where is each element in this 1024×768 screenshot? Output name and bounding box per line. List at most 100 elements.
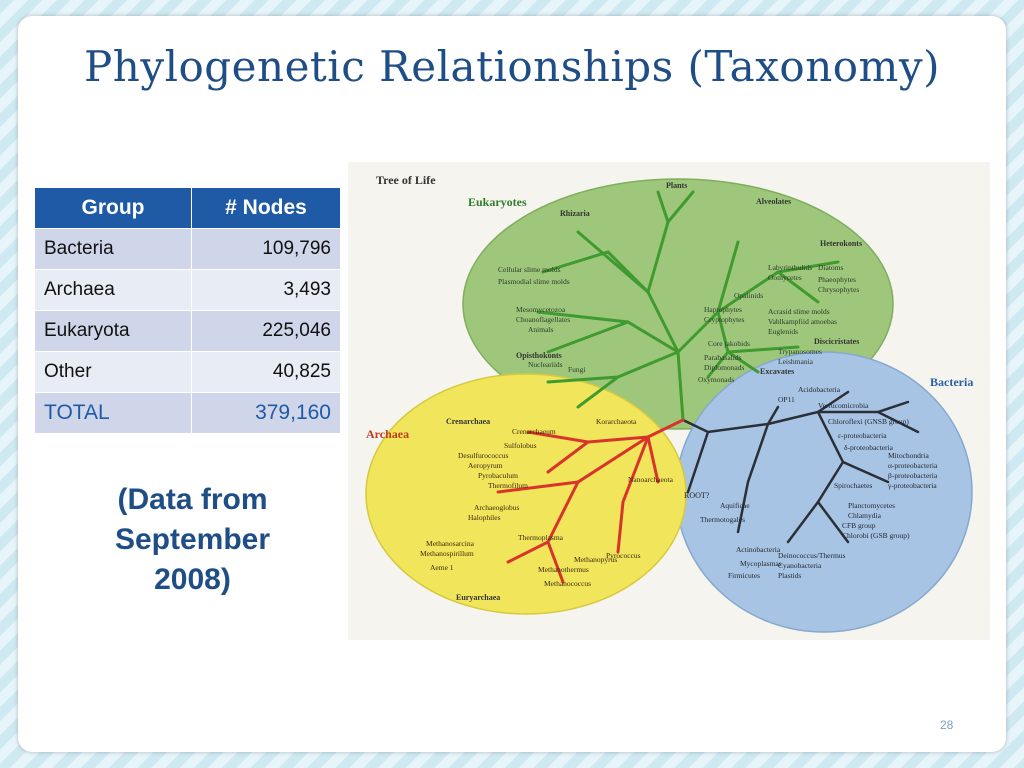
leaf-label: Pyrococcus [606, 551, 641, 560]
leaf-label: Oomycetes [768, 273, 802, 282]
group-label-root: ROOT? [684, 491, 710, 500]
leaf-label: Parabasalids [704, 353, 742, 362]
leaf-label: Vahlkampfiid amoebas [768, 317, 837, 326]
archaea-leaf-labels: Crenarchaeum Sulfolobus Desulfurococcus … [420, 417, 674, 588]
leaf-label: Phaeophytes [818, 275, 856, 284]
header-group: Group [34, 187, 192, 229]
leaf-label: Crenarchaeum [512, 427, 556, 436]
archaea-branches [496, 418, 685, 584]
bacteria-branches [681, 390, 920, 544]
leaf-label: Cyanobacteria [778, 561, 822, 570]
group-cell: Eukaryota [34, 310, 192, 352]
archaea-label: Archaea [366, 427, 409, 441]
leaf-label: Methanosarcina [426, 539, 475, 548]
leaf-label: Mycoplasmas [740, 559, 782, 568]
leaf-label: Thermotogales [700, 515, 745, 524]
eukaryotes-label: Eukaryotes [468, 195, 527, 209]
leaf-label: β-proteobacteria [888, 471, 938, 480]
leaf-label: Aquificae [720, 501, 750, 510]
group-label-plants: Plants [666, 181, 687, 190]
leaf-label: Chlorobi (GSB group) [842, 531, 910, 540]
leaf-label: Sulfolobus [504, 441, 537, 450]
header-nodes: # Nodes [191, 187, 341, 229]
nodes-cell: 225,046 [191, 310, 341, 352]
table-row: Bacteria 109,796 [34, 228, 341, 270]
leaf-label: Halophiles [468, 513, 501, 522]
leaf-label: α-proteobacteria [888, 461, 938, 470]
leaf-label: Aeropyrum [468, 461, 503, 470]
leaf-label: Nucleariids [528, 360, 563, 369]
nodes-cell: 40,825 [191, 351, 341, 393]
group-label-rhizaria: Rhizaria [560, 209, 590, 218]
eukaryote-leaf-labels: Cellular slime molds Plasmodial slime mo… [498, 263, 859, 384]
group-label-discicristates: Discicristates [814, 337, 859, 346]
leaf-label: Acidobacteria [798, 385, 841, 394]
leaf-label: Core jakobids [708, 339, 750, 348]
tree-of-life-svg: Tree of Life Eukaryotes Bacteria Archaea… [365, 173, 973, 633]
group-cell: Archaea [34, 269, 192, 311]
leaf-label: Archaeoglobus [474, 503, 519, 512]
group-label-heterokonts: Heterokonts [820, 239, 862, 248]
leaf-label: Labyrinthulids [768, 263, 812, 272]
leaf-label: Diplomonads [704, 363, 744, 372]
slide-title: Phylogenetic Relationships (Taxonomy) [84, 42, 940, 91]
group-label-alveolates: Alveolates [756, 197, 791, 206]
table-row: Eukaryota 225,046 [34, 310, 341, 352]
bacteria-label: Bacteria [930, 375, 973, 389]
group-label-euryarchaea: Euryarchaea [456, 593, 500, 602]
eukaryote-branches [536, 190, 840, 422]
nodes-cell: 109,796 [191, 228, 341, 270]
leaf-label: Choanoflagellates [516, 315, 570, 324]
leaf-label: Methanospirillum [420, 549, 474, 558]
leaf-label: Cryptophytes [704, 315, 744, 324]
leaf-label: Firmicutes [728, 571, 760, 580]
leaf-label: Plasmodial slime molds [498, 277, 570, 286]
leaf-label: Chloroflexi (GNSB group) [828, 417, 909, 426]
leaf-label: Verrucomicrobia [818, 401, 869, 410]
leaf-label: Euglenids [768, 327, 798, 336]
taxonomy-table: Group # Nodes Bacteria 109,796 Archaea 3… [34, 187, 341, 434]
tree-of-life-figure: Tree of Life Eukaryotes Bacteria Archaea… [348, 162, 990, 640]
group-label-crenarchaea: Crenarchaea [446, 417, 490, 426]
figure-title: Tree of Life [376, 173, 436, 187]
leaf-label: Plastids [778, 571, 801, 580]
leaf-label: Chrysophytes [818, 285, 859, 294]
leaf-label: Actinobacteria [736, 545, 781, 554]
table-header-row: Group # Nodes [34, 187, 341, 229]
leaf-label: CFB group [842, 521, 876, 530]
leaf-label: Mitochondria [888, 451, 929, 460]
leaf-label: Mesomycetozoa [516, 305, 566, 314]
leaf-label: Haptophytes [704, 305, 742, 314]
page-number: 28 [940, 718, 954, 732]
group-cell: Bacteria [34, 228, 192, 270]
leaf-label: Methanococcus [544, 579, 591, 588]
table-row: Other 40,825 [34, 351, 341, 393]
leaf-label: Desulfurococcus [458, 451, 508, 460]
leaf-label: Opalinids [734, 291, 763, 300]
leaf-label: Methanopyrus [574, 555, 617, 564]
group-cell: Other [34, 351, 192, 393]
leaf-label: Nanoarchaeota [628, 475, 674, 484]
leaf-label: Aeme 1 [430, 563, 454, 572]
leaf-label: δ-proteobacteria [844, 443, 894, 452]
leaf-label: Methanothermus [538, 565, 589, 574]
nodes-cell: 3,493 [191, 269, 341, 311]
leaf-label: Pyrobaculum [478, 471, 518, 480]
leaf-label: Leishmania [778, 357, 814, 366]
leaf-label: ε-proteobacteria [838, 431, 887, 440]
leaf-label: OP11 [778, 395, 795, 404]
data-date-note: (Data from September 2008) [114, 483, 271, 596]
leaf-label: Planctomycetes [848, 501, 895, 510]
bacteria-leaf-labels: OP11 Acidobacteria Verrucomicrobia Chlor… [700, 385, 938, 580]
leaf-label: Diatoms [818, 263, 843, 272]
leaf-label: Thermoplasma [518, 533, 564, 542]
leaf-label: Fungi [568, 365, 586, 374]
table-row: Archaea 3,493 [34, 269, 341, 311]
leaf-label: Chlamydia [848, 511, 882, 520]
group-label-excavates: Excavates [760, 367, 794, 376]
leaf-label: Deinococcus/Thermus [778, 551, 846, 560]
leaf-label: Thermofilum [488, 481, 528, 490]
archaea-ellipse [365, 373, 687, 615]
leaf-label: Korarchaeota [596, 417, 637, 426]
leaf-label: Oxymonads [698, 375, 734, 384]
